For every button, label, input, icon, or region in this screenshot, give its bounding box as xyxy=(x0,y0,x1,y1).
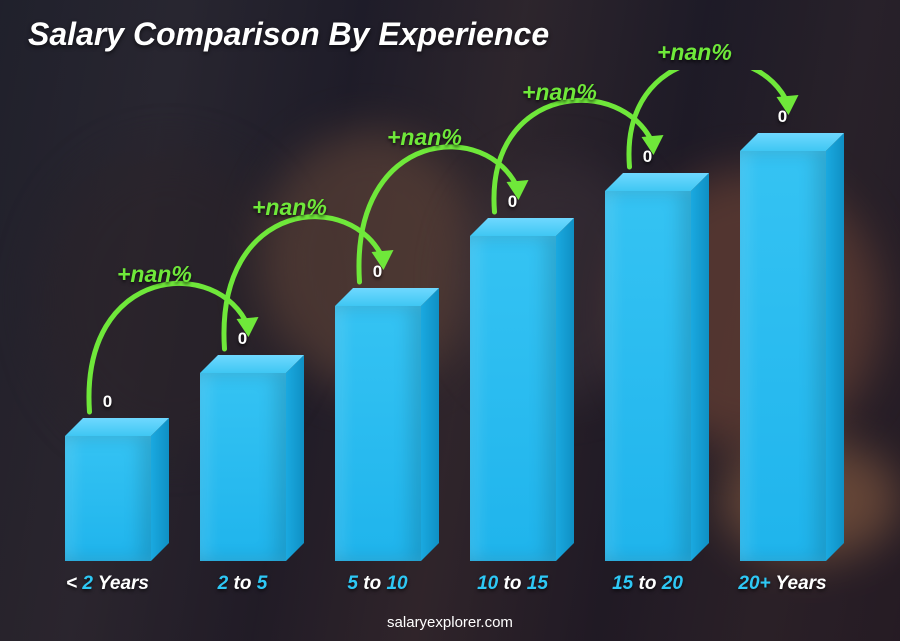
bar-top-face xyxy=(470,218,574,236)
bar-side-face xyxy=(286,355,304,561)
x-axis-label: 20+ Years xyxy=(675,573,891,595)
bar-column: 020+ Years xyxy=(715,70,850,561)
bar-value-label: 0 xyxy=(470,192,556,212)
infographic-canvas: Salary Comparison By Experience Average … xyxy=(0,0,900,641)
delta-label: +nan% xyxy=(252,194,327,221)
bar-side-face xyxy=(421,288,439,561)
bar-front-face xyxy=(605,191,691,561)
bar-front-face xyxy=(470,236,556,561)
bar-column: 0< 2 Years xyxy=(40,70,175,561)
delta-label: +nan% xyxy=(117,261,192,288)
bar: 0 xyxy=(335,306,421,561)
bar: 0 xyxy=(200,373,286,561)
bar-column: 02 to 5 xyxy=(175,70,310,561)
delta-label: +nan% xyxy=(522,79,597,106)
bar-side-face xyxy=(151,418,169,561)
bar-front-face xyxy=(65,436,151,561)
bar-top-face xyxy=(335,288,439,306)
bar: 0 xyxy=(605,191,691,561)
bar-column: 015 to 20 xyxy=(580,70,715,561)
footer-attribution: salaryexplorer.com xyxy=(0,614,900,631)
bar-side-face xyxy=(691,173,709,561)
bar: 0 xyxy=(470,236,556,561)
chart-title: Salary Comparison By Experience xyxy=(28,16,549,53)
bar-top-face xyxy=(200,355,304,373)
bar-top-face xyxy=(65,418,169,436)
bar-value-label: 0 xyxy=(65,392,151,412)
bar-value-label: 0 xyxy=(740,107,826,127)
delta-label: +nan% xyxy=(657,39,732,66)
bar-value-label: 0 xyxy=(335,262,421,282)
bar-value-label: 0 xyxy=(605,147,691,167)
bar: 0 xyxy=(740,151,826,561)
bar-column: 010 to 15 xyxy=(445,70,580,561)
bar: 0 xyxy=(65,436,151,561)
bar-top-face xyxy=(740,133,844,151)
bar-front-face xyxy=(740,151,826,561)
bar-side-face xyxy=(556,218,574,561)
bar-front-face xyxy=(335,306,421,561)
delta-label: +nan% xyxy=(387,124,462,151)
bar-chart: 0< 2 Years02 to 505 to 10010 to 15015 to… xyxy=(40,70,850,561)
bar-top-face xyxy=(605,173,709,191)
bar-front-face xyxy=(200,373,286,561)
bar-value-label: 0 xyxy=(200,329,286,349)
bar-side-face xyxy=(826,133,844,561)
